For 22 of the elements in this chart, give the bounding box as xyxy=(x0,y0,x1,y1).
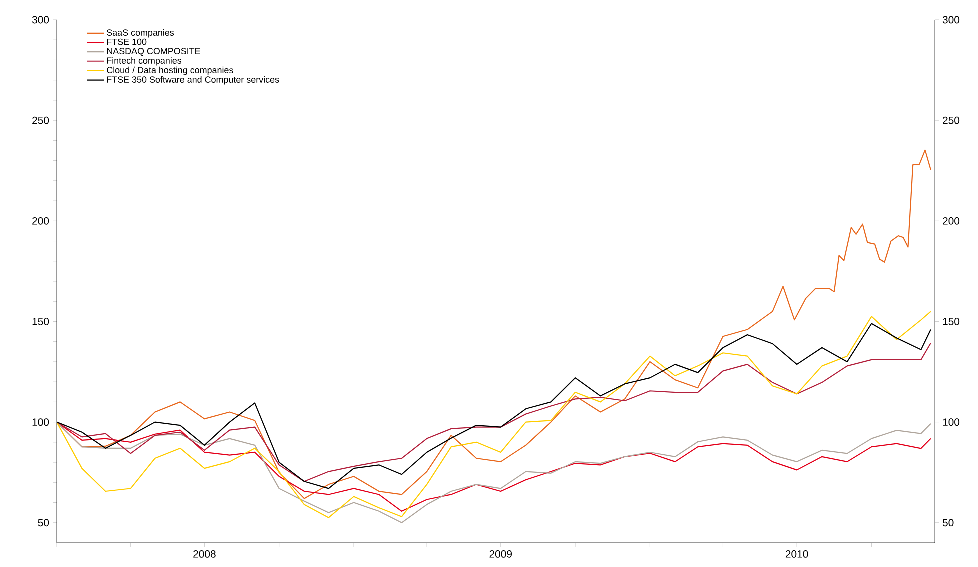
x-tick-label: 2009 xyxy=(490,550,512,558)
y-tick-label: 250 xyxy=(32,116,50,124)
y-tick-label: 150 xyxy=(32,318,50,326)
y-tick-label: 100 xyxy=(32,418,50,426)
y-tick-label: 50 xyxy=(38,519,50,527)
legend-label: Cloud / Data hosting companies xyxy=(107,66,234,76)
y-tick-label: 300 xyxy=(32,16,50,24)
line-series xyxy=(57,311,932,518)
legend-label: FTSE 100 xyxy=(107,38,147,46)
y2-tick-label: 100 xyxy=(943,418,960,426)
legend-label: FTSE 350 Software and Computer services xyxy=(107,76,280,85)
y2-tick-label: 200 xyxy=(943,217,960,225)
x-tick-label: 2008 xyxy=(194,550,216,558)
legend-label: NASDAQ COMPOSITE xyxy=(107,48,200,56)
y2-tick-label: 50 xyxy=(942,519,954,527)
y2-tick-label: 150 xyxy=(943,318,960,326)
legend-label: Fintech companies xyxy=(107,57,182,66)
y2-tick-label: 250 xyxy=(943,116,960,124)
x-tick-label: 2010 xyxy=(786,550,808,558)
y-tick-label: 200 xyxy=(32,217,50,225)
y2-tick-label: 300 xyxy=(942,16,960,24)
legend-label: SaaS companies xyxy=(107,29,174,38)
